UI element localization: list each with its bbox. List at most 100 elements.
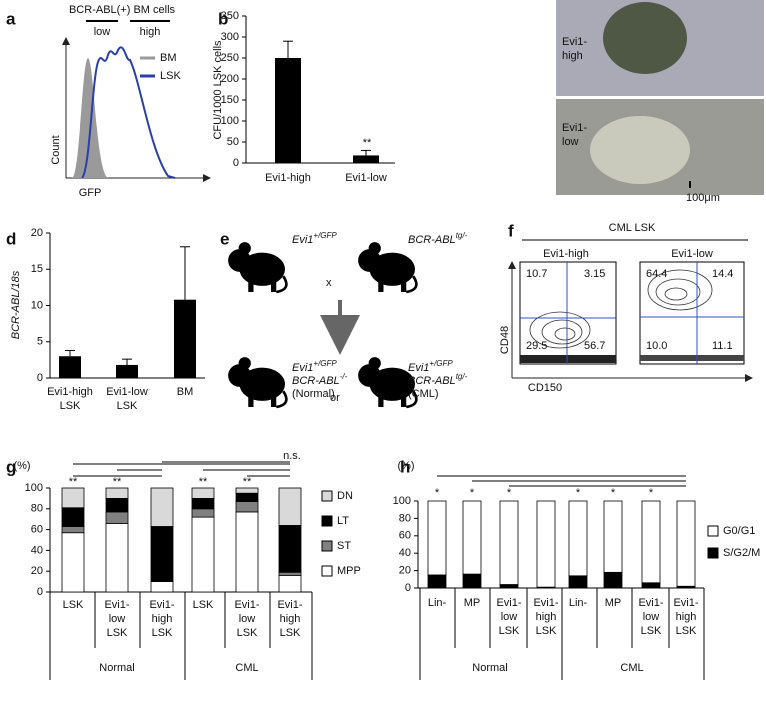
annotation: ** (199, 476, 208, 488)
y-tick-label: 0 (37, 586, 43, 598)
y-tick-label: 250 (221, 52, 239, 64)
genotype-sup: +/GFP (429, 359, 453, 368)
genotype-sup: tg/- (456, 372, 468, 381)
bar-segment (462, 573, 482, 589)
y-tick-label: 350 (221, 10, 239, 22)
bar (116, 364, 138, 378)
cross-symbol: x (326, 277, 332, 289)
genotype: (Normal) (292, 388, 335, 400)
quadrant-value: 10.7 (526, 268, 547, 280)
legend-label: G0/G1 (723, 525, 755, 537)
x-tick-label: high (280, 613, 301, 625)
bar-segment (278, 487, 302, 526)
x-tick-label: MP (605, 597, 622, 609)
y-tick-label: 20 (399, 565, 411, 577)
genotype-sup: tg/- (456, 231, 468, 240)
y-tick-label: 300 (221, 31, 239, 43)
bar-segment (61, 526, 85, 534)
legend-swatch (321, 490, 333, 502)
quadrant-value: 14.4 (712, 268, 733, 280)
panel-letter: e (220, 229, 229, 248)
x-tick-label: high (536, 611, 557, 623)
bar-segment (427, 574, 447, 589)
bar-segment (191, 497, 215, 510)
y-tick-label: 40 (399, 547, 411, 559)
x-tick-label: Evi1- (277, 599, 302, 611)
bar-segment (462, 500, 482, 575)
y-tick-label: 0 (405, 582, 411, 594)
bar-segment (568, 575, 588, 589)
genotype-sup: +/GFP (313, 359, 337, 368)
bar-segment (150, 526, 174, 582)
group-label: Normal (99, 662, 134, 674)
x-tick-label: Evi1- (673, 597, 698, 609)
y-tick-label: 40 (31, 544, 43, 556)
bar-segment (235, 511, 259, 593)
dense-events (520, 355, 616, 363)
legend-label: LT (337, 515, 349, 527)
bar (353, 155, 379, 163)
bar-segment (278, 525, 302, 573)
x-axis-label: GFP (79, 187, 102, 199)
genotype-text: Evi1 (408, 362, 429, 374)
panel-letter: a (6, 9, 16, 28)
y-tick-label: 20 (31, 227, 43, 239)
bar (275, 58, 301, 163)
bar-segment (499, 500, 519, 585)
x-tick-label: low (501, 611, 518, 623)
panel-letter: d (6, 229, 16, 248)
y-tick-label: 5 (37, 336, 43, 348)
annotation: ** (363, 137, 372, 149)
histogram-lsk (81, 46, 176, 179)
genotype-text: Evi1 (292, 234, 313, 246)
quadrant-value: 3.15 (584, 268, 605, 280)
legend-label: BM (160, 52, 177, 64)
panel-letter: f (508, 221, 514, 240)
gate-label: low (94, 26, 111, 38)
x-tick-label: LSK (193, 599, 214, 611)
genotype-text: (CML) (408, 388, 439, 400)
annotation: * (649, 487, 654, 499)
x-tick-label: LSK (60, 400, 81, 412)
bar-segment (191, 516, 215, 593)
bar-segment (61, 487, 85, 509)
y-tick-label: 20 (31, 565, 43, 577)
legend-swatch (707, 547, 719, 559)
y-tick-label: 15 (31, 263, 43, 275)
quadrant-value: 56.7 (584, 340, 605, 352)
group-label: CML (620, 662, 643, 674)
y-tick-label: 100 (393, 495, 411, 507)
bar (174, 299, 196, 378)
bar-segment (641, 582, 661, 589)
x-tick-label: Evi1-high (265, 172, 311, 184)
bar-segment (150, 487, 174, 527)
bar-segment (150, 581, 174, 593)
row-label: Evi1- (562, 122, 587, 134)
x-tick-label: Evi1- (496, 597, 521, 609)
legend-label: LSK (160, 70, 181, 82)
y-tick-label: 50 (227, 136, 239, 148)
bar-segment (105, 497, 129, 513)
genotype-text: Evi1 (292, 362, 313, 374)
group-label: Normal (472, 662, 507, 674)
y-tick-label: 10 (31, 299, 43, 311)
x-tick-label: LSK (499, 625, 520, 637)
x-tick-label: low (643, 611, 660, 623)
plot-title: Evi1-high (543, 248, 589, 260)
y-axis-label: (%) (13, 460, 30, 472)
x-axis-label: CD150 (528, 382, 562, 394)
row-label: Evi1- (562, 36, 587, 48)
x-tick-label: MP (464, 597, 481, 609)
quadrant-value: 64.4 (646, 268, 667, 280)
x-tick-label: Evi1-low (106, 386, 148, 398)
colony (590, 116, 690, 184)
genotype-text: BCR-ABL (292, 375, 340, 387)
annotation: * (611, 487, 616, 499)
genotype: (CML) (408, 388, 439, 400)
x-tick-label: Evi1-low (345, 172, 387, 184)
bar-segment (191, 508, 215, 518)
genotype-sup: +/GFP (313, 231, 337, 240)
bar-segment (427, 500, 447, 576)
genotype-text: BCR-ABL (408, 375, 456, 387)
bar-segment (278, 571, 302, 576)
